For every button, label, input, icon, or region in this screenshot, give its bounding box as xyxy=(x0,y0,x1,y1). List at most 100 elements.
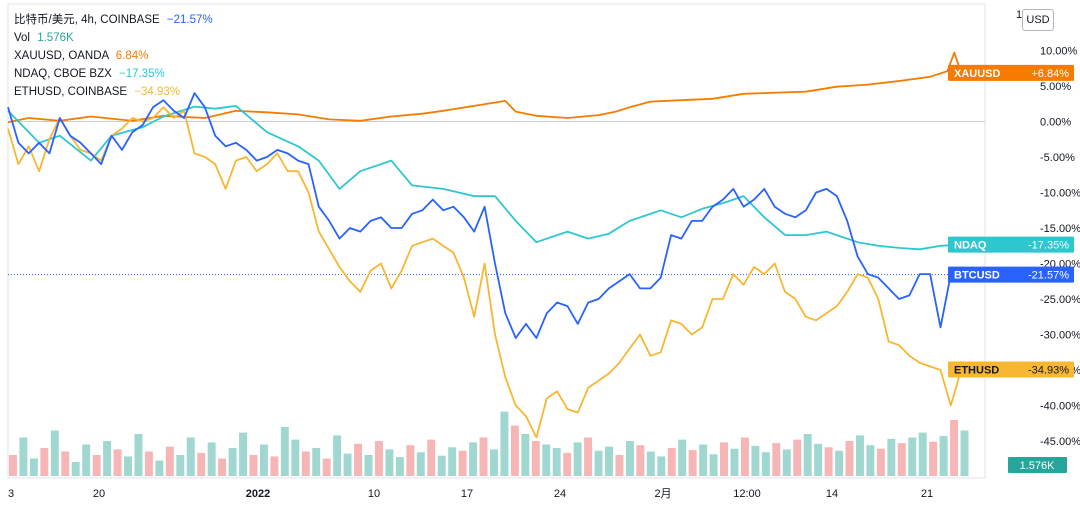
series-line-ndaq xyxy=(7,105,962,251)
x-tick-label: 24 xyxy=(554,488,566,500)
volume-bar xyxy=(908,437,917,476)
volume-bar xyxy=(239,432,247,476)
y-tick-label: -45.00% xyxy=(1040,436,1080,448)
volume-bar xyxy=(165,446,174,476)
volume-bar xyxy=(772,443,781,476)
volume-bar xyxy=(322,458,331,476)
volume-bar xyxy=(103,441,112,476)
volume-layer xyxy=(9,411,969,476)
volume-bar xyxy=(699,444,708,476)
volume-bar xyxy=(124,456,132,476)
price-label-ndaq: NDAQ -17.35% xyxy=(948,236,1074,253)
legend-symbol: NDAQ, CBOE BZX xyxy=(14,68,112,80)
volume-badge-bg xyxy=(1008,457,1067,473)
x-tick-label: 2月 xyxy=(654,488,671,500)
volume-bar xyxy=(144,451,153,476)
volume-bar xyxy=(259,444,268,476)
volume-badge-value: 1.576K xyxy=(1020,460,1056,472)
volume-bar xyxy=(343,453,352,476)
x-tick-label: 14 xyxy=(826,488,838,500)
volume-bar xyxy=(395,457,404,476)
volume-bar xyxy=(510,425,519,476)
volume-badge: 1.576K xyxy=(1008,457,1067,473)
volume-bar xyxy=(40,448,49,476)
volume-bar xyxy=(824,447,833,476)
volume-bar xyxy=(469,442,478,476)
volume-bar xyxy=(134,434,143,476)
price-label-bg xyxy=(948,64,1074,81)
volume-bar xyxy=(573,442,582,476)
volume-bar xyxy=(709,454,718,476)
volume-bar xyxy=(9,455,17,476)
legend-value: −21.57% xyxy=(166,14,213,26)
price-label-value: +6.84% xyxy=(1031,68,1069,80)
legend-value: −17.35% xyxy=(118,68,165,80)
volume-bar xyxy=(197,452,206,476)
volume-bar xyxy=(563,452,572,476)
volume-bar xyxy=(667,448,676,476)
legend-row-btc[interactable]: 比特币/美元, 4h, COINBASE −21.57% xyxy=(14,11,213,29)
volume-bar xyxy=(688,450,697,476)
volume-bar xyxy=(458,450,467,476)
volume-bar xyxy=(720,442,728,476)
x-tick-label: 21 xyxy=(921,488,933,500)
volume-bar xyxy=(740,437,749,476)
volume-bar xyxy=(50,430,59,476)
volume-bar xyxy=(374,441,383,476)
volume-bar xyxy=(448,447,457,476)
y-tick-label: -30.00% xyxy=(1040,330,1080,342)
volume-bar xyxy=(82,444,91,476)
volume-bar xyxy=(615,455,624,476)
legend-symbol: Vol xyxy=(14,32,30,44)
volume-bar xyxy=(835,450,844,476)
x-tick-label: 20 xyxy=(93,488,105,500)
volume-bar xyxy=(605,446,613,476)
legend-symbol: ETHUSD, COINBASE xyxy=(14,86,128,98)
y-tick-label: 10.00% xyxy=(1040,46,1078,58)
legend-row-vol[interactable]: Vol 1.576K xyxy=(14,29,213,47)
legend-value: 6.84% xyxy=(115,50,149,62)
volume-bar xyxy=(479,437,488,476)
price-label-bg xyxy=(948,236,1074,253)
y-tick-label: 0.00% xyxy=(1040,117,1071,129)
x-tick-label: 2022 xyxy=(246,488,270,500)
legend-row-xau[interactable]: XAUUSD, OANDA 6.84% xyxy=(14,47,213,65)
volume-bar xyxy=(333,435,342,476)
currency-button[interactable]: USD xyxy=(1022,9,1054,31)
legend-row-eth[interactable]: ETHUSD, COINBASE −34.93% xyxy=(14,83,213,101)
y-tick-label: -10.00% xyxy=(1040,188,1080,200)
x-tick-label: 10 xyxy=(368,488,380,500)
legend-row-ndaq[interactable]: NDAQ, CBOE BZX −17.35% xyxy=(14,65,213,83)
price-label-value: -17.35% xyxy=(1028,240,1069,252)
volume-bar xyxy=(406,445,415,476)
price-label-bg xyxy=(948,361,1074,378)
y-tick-label: 5.00% xyxy=(1040,81,1071,93)
volume-bar xyxy=(29,458,38,476)
label-layer: XAUUSD +6.84% NDAQ -17.35% ETHUSD -34.93% BTCU… xyxy=(948,64,1074,473)
legend-symbol: XAUUSD, OANDA xyxy=(14,50,109,62)
volume-bar xyxy=(866,445,875,476)
x-tick-label: 12:00 xyxy=(733,488,761,500)
volume-bar xyxy=(636,445,645,476)
volume-bar xyxy=(301,451,310,476)
axis-layer: 10.00%5.00%0.00%-5.00%-10.00%-15.00%-20.… xyxy=(8,9,1080,500)
volume-bar xyxy=(594,450,603,476)
volume-bar xyxy=(291,439,300,476)
volume-bar xyxy=(176,455,185,476)
volume-bar xyxy=(929,441,938,476)
volume-bar xyxy=(280,427,289,476)
volume-bar xyxy=(186,437,195,476)
volume-bar xyxy=(92,455,101,476)
volume-bar xyxy=(793,439,802,476)
volume-bar xyxy=(385,449,394,476)
volume-bar xyxy=(249,455,258,476)
chart-legend: 比特币/美元, 4h, COINBASE −21.57% Vol 1.576K … xyxy=(14,11,213,101)
volume-bar xyxy=(61,451,70,476)
volume-bar xyxy=(19,437,28,476)
volume-bar xyxy=(782,449,791,476)
volume-bar xyxy=(490,449,498,476)
price-label-name: BTCUSD xyxy=(954,270,1000,282)
volume-bar xyxy=(270,456,279,476)
volume-bar xyxy=(552,448,561,476)
